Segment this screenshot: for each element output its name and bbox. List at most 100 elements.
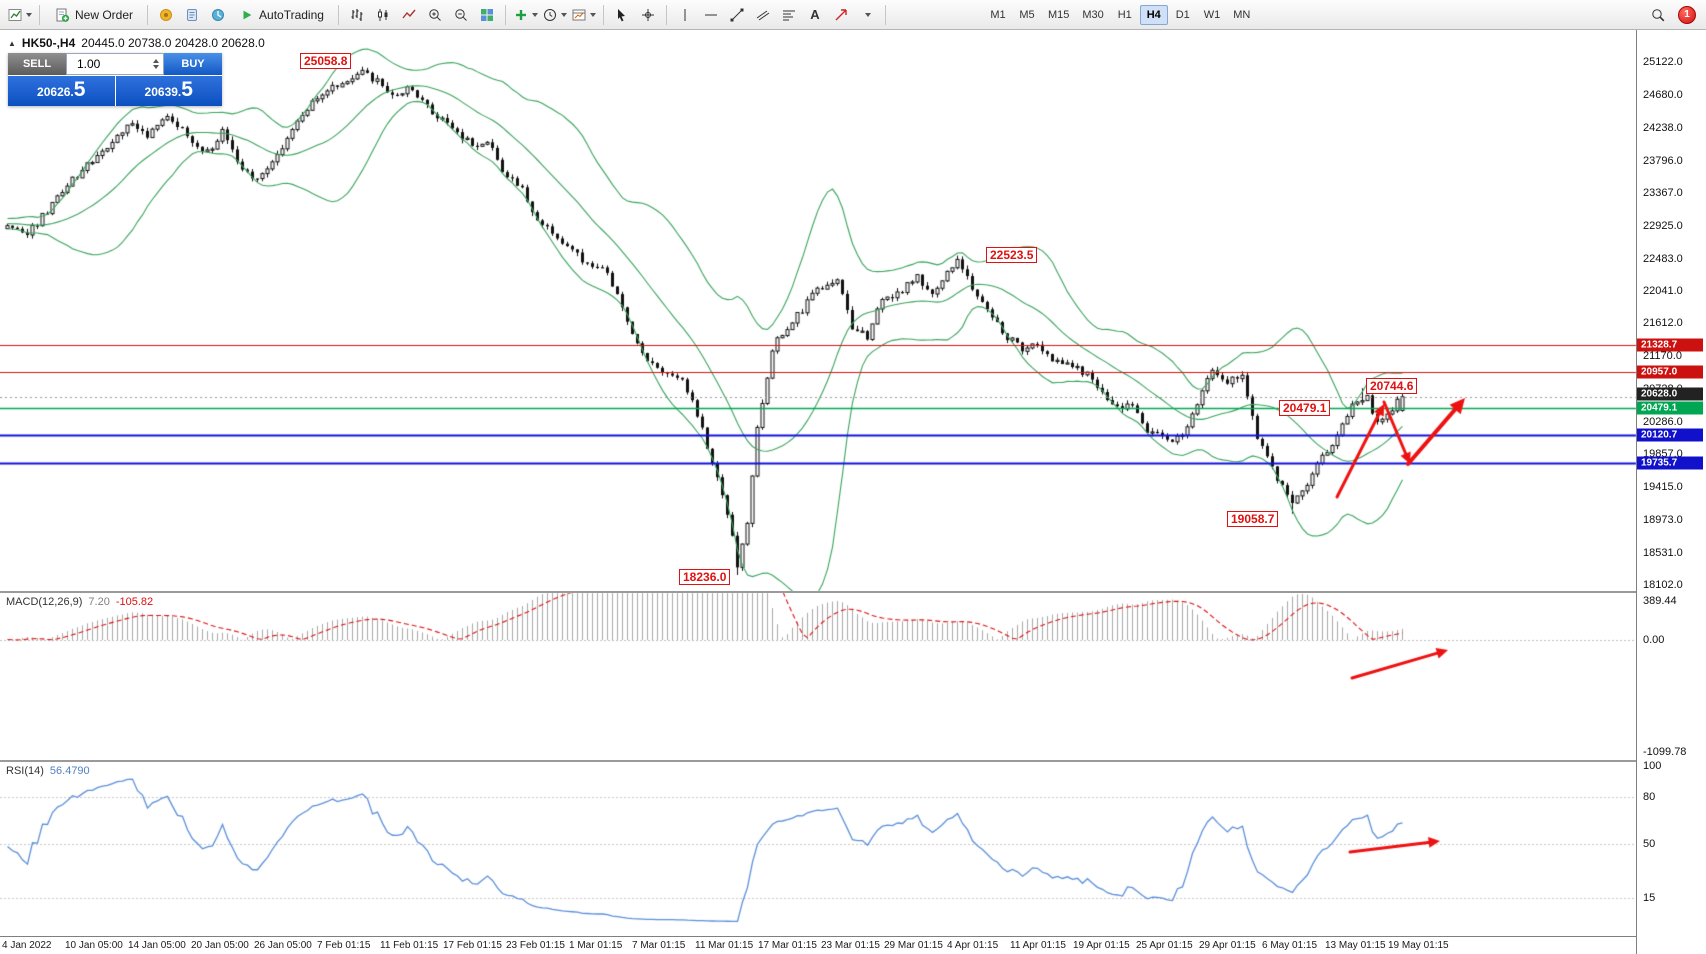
candlestick-chart-icon[interactable] — [371, 3, 395, 27]
shapes-dropdown-button[interactable] — [855, 3, 879, 27]
time-axis[interactable]: 4 Jan 2022 10 Jan 05:00 14 Jan 05:00 20 … — [0, 936, 1636, 954]
volume-input[interactable]: 1.00 — [66, 53, 164, 75]
volume-value: 1.00 — [77, 57, 101, 71]
price-tick: 22925.0 — [1643, 220, 1683, 232]
price-tag-level: 20479.1 — [1637, 401, 1703, 415]
new-order-icon — [54, 7, 70, 23]
buy-price-display[interactable]: 20639. 5 — [115, 76, 222, 106]
vertical-line-tool-icon[interactable] — [673, 3, 697, 27]
price-tag-resistance: 21328.7 — [1637, 338, 1703, 352]
time-label: 11 Mar 01:15 — [695, 940, 754, 951]
periods-button[interactable] — [541, 3, 568, 27]
search-icon[interactable] — [1646, 3, 1670, 27]
spinner-down-icon — [153, 65, 159, 69]
sell-price-display[interactable]: 20626. 5 — [8, 76, 115, 106]
expert-advisors-icon[interactable] — [154, 3, 178, 27]
price-tick: 20286.0 — [1643, 416, 1683, 428]
zoom-in-icon[interactable] — [423, 3, 447, 27]
zoom-out-icon[interactable] — [449, 3, 473, 27]
time-label: 19 May 01:15 — [1388, 940, 1449, 951]
tf-h1[interactable]: H1 — [1117, 8, 1132, 21]
price-tag-support: 20120.7 — [1637, 428, 1703, 442]
horizontal-line-tool-icon[interactable] — [699, 3, 723, 27]
price-tag-support: 19735.7 — [1637, 456, 1703, 470]
trendline-tool-icon[interactable] — [725, 3, 749, 27]
rsi-scale-label: 50 — [1643, 838, 1656, 850]
rsi-name: RSI(14) — [6, 765, 44, 777]
toolbar-separator — [39, 4, 40, 25]
price-flag[interactable]: 18236.0 — [679, 569, 731, 585]
buy-price-big: 5 — [181, 78, 193, 101]
chart-header: ▲ HK50-,H4 20445.0 20738.0 20428.0 20628… — [8, 36, 265, 50]
cursor-icon[interactable] — [610, 3, 634, 27]
toolbar-separator — [504, 4, 506, 25]
price-flag[interactable]: 25058.8 — [300, 53, 352, 69]
time-label: 17 Mar 01:15 — [758, 940, 817, 951]
toolbar: New Order AutoTrading — [0, 0, 1706, 30]
time-label: 6 May 01:15 — [1262, 940, 1318, 951]
price-flag[interactable]: 20744.6 — [1366, 378, 1418, 394]
fibonacci-icon[interactable] — [777, 3, 801, 27]
time-label: 25 Apr 01:15 — [1136, 940, 1193, 951]
new-order-label: New Order — [75, 7, 134, 22]
sell-button[interactable]: SELL — [8, 53, 66, 75]
price-tag-resistance: 20957.0 — [1637, 365, 1703, 379]
tile-windows-icon[interactable] — [475, 3, 499, 27]
rsi-label: RSI(14) 56.4790 — [6, 765, 90, 777]
tf-m5[interactable]: M5 — [1019, 8, 1035, 21]
buy-price-small: 20639. — [144, 85, 182, 99]
rsi-scale-label: 80 — [1643, 791, 1656, 803]
ohlc-values: 20445.0 20738.0 20428.0 20628.0 — [81, 36, 265, 50]
price-flag[interactable]: 20479.1 — [1279, 400, 1331, 416]
navigator-icon[interactable] — [206, 3, 230, 27]
time-label: 20 Jan 05:00 — [191, 940, 249, 951]
macd-main-value: 7.20 — [88, 596, 110, 608]
new-order-button[interactable]: New Order — [46, 3, 141, 27]
time-label: 29 Apr 01:15 — [1199, 940, 1256, 951]
chevron-down-icon — [531, 12, 538, 17]
price-flag[interactable]: 22523.5 — [986, 247, 1038, 263]
buy-button[interactable]: BUY — [164, 53, 222, 75]
price-axis[interactable]: 25122.0 24680.0 24238.0 23796.0 23367.0 … — [1636, 30, 1706, 954]
tf-d1[interactable]: D1 — [1175, 8, 1190, 21]
tf-h4[interactable]: H4 — [1139, 4, 1168, 25]
chevron-down-icon — [589, 12, 596, 17]
templates-button[interactable] — [570, 3, 597, 27]
price-tick: 18531.0 — [1643, 547, 1683, 559]
chart-canvas[interactable] — [0, 30, 1706, 954]
tf-mn[interactable]: MN — [1233, 8, 1251, 21]
crosshair-icon[interactable] — [636, 3, 660, 27]
volume-spinner[interactable] — [153, 59, 159, 69]
autotrading-button[interactable]: AutoTrading — [232, 3, 332, 27]
rsi-scale-label: 15 — [1643, 892, 1656, 904]
sell-price-small: 20626. — [37, 85, 74, 99]
autotrading-label: AutoTrading — [259, 7, 324, 22]
time-label: 4 Apr 01:15 — [947, 940, 999, 951]
sell-price-big: 5 — [73, 78, 86, 101]
macd-scale-label: -1099.78 — [1643, 746, 1687, 758]
tf-w1[interactable]: W1 — [1203, 8, 1221, 21]
time-label: 4 Jan 2022 — [2, 940, 52, 951]
bar-chart-icon[interactable] — [345, 3, 369, 27]
equidistant-channel-icon[interactable] — [751, 3, 775, 27]
new-chart-button[interactable] — [6, 3, 33, 27]
tf-m1[interactable]: M1 — [990, 8, 1006, 21]
rsi-scale-label: 100 — [1643, 760, 1662, 772]
scripts-icon[interactable] — [180, 3, 204, 27]
price-tick: 25122.0 — [1643, 56, 1683, 68]
one-click-toggle-icon[interactable]: ▲ — [8, 38, 16, 48]
pane-splitter[interactable] — [0, 760, 1706, 762]
price-flag[interactable]: 19058.7 — [1227, 511, 1279, 527]
pane-splitter[interactable] — [0, 591, 1706, 593]
arrow-object-icon[interactable] — [829, 3, 853, 27]
time-label: 13 May 01:15 — [1325, 940, 1386, 951]
line-chart-icon[interactable] — [397, 3, 421, 27]
text-tool-icon[interactable]: A — [810, 7, 820, 22]
indicators-button[interactable] — [512, 3, 539, 27]
time-label: 17 Feb 01:15 — [443, 940, 502, 951]
tf-m15[interactable]: M15 — [1047, 8, 1070, 21]
notification-badge[interactable]: 1 — [1678, 5, 1696, 24]
tf-m30[interactable]: M30 — [1082, 8, 1104, 21]
rsi-value: 56.4790 — [49, 765, 90, 777]
